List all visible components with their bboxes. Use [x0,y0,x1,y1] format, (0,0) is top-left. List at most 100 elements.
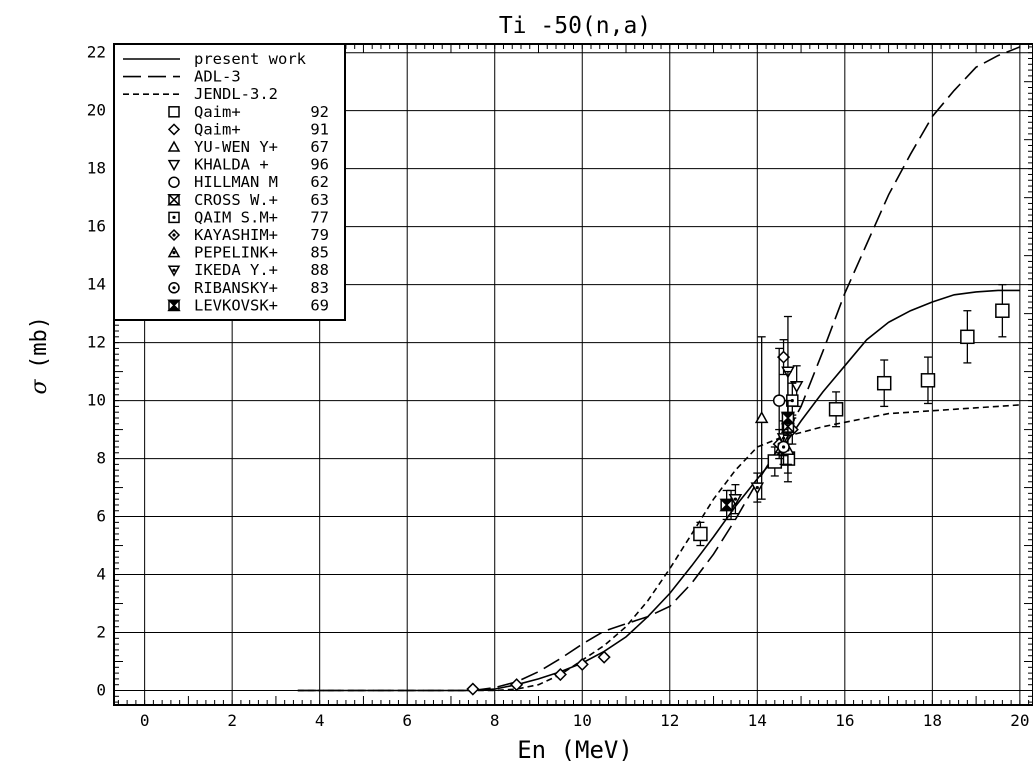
legend-marker-1-shape [167,123,181,136]
y-axis-label-unit: (mb) [27,316,52,369]
x-axis-label: En (MeV) [517,736,633,764]
legend-marker-11-hourglass [167,299,181,312]
legend-year-series-1: 91 [310,120,329,138]
legend-marker-7-dot [172,233,176,237]
x-tick-label-0: 0 [140,711,150,730]
legend-marker-9 [167,265,181,277]
point-qaim-91-4 [597,650,611,664]
legend-year-series-7: 79 [310,226,329,244]
y-tick-label-7: 14 [87,275,106,294]
legend-marker-5 [167,194,181,206]
legend-marker-9-dot [172,268,176,272]
point-qaim-92-7 [995,303,1010,318]
x-tick-label-10: 20 [1010,711,1029,730]
legend-marker-3 [167,159,181,172]
legend-year-series-5: 63 [310,191,329,209]
legend-year-series-10: 83 [310,279,329,297]
legend-marker-6 [168,211,180,224]
y-tick-label-6: 12 [87,333,106,352]
legend-year-series-9: 88 [310,261,329,279]
point-qaim-92-5 [920,373,936,388]
point-levkovsk-69-1-hourglass [780,411,796,425]
point-hillman-m62-0 [772,394,786,407]
point-qaim-91-0 [466,682,480,696]
legend-label-series-8: PEPELINK+ [194,244,278,262]
point-levkovsk-69-1 [780,411,796,425]
curve-adl-3 [297,46,1021,692]
y-tick-label-3: 6 [96,507,106,526]
legend-label-series-4: HILLMAN M [194,173,278,191]
point-qaim-92-3-shape [828,402,844,417]
y-tick-label-5: 10 [87,391,106,410]
point-hillman-m62-0-shape [772,394,786,407]
legend-label-series-10: RIBANSKY+ [194,279,278,297]
point-qaim-92-4-shape [876,375,892,391]
y-tick-label-4: 8 [96,449,106,468]
legend-label-curve-1: ADL-3 [194,68,241,86]
data-points [466,283,1010,696]
legend-marker-8 [167,246,181,258]
x-tick-label-4: 8 [490,711,500,730]
legend-marker-2 [167,140,181,152]
legend-year-series-11: 69 [310,296,329,314]
legend-marker-10-dot [172,286,176,290]
point-qaim-91-3-shape [575,657,589,671]
legend-label-series-3: KHALDA + [194,156,269,174]
y-tick-label-2: 4 [96,565,106,584]
curve-present-work [297,289,1020,692]
x-tick-label-3: 6 [402,711,412,730]
legend-label-series-11: LEVKOVSK+ [194,296,278,314]
point-ikeda-y-88-2 [750,482,765,495]
point-qaim-91-5-shape [776,350,791,364]
legend-marker-4-shape [168,176,180,188]
tick-labels: 0 2 4 6 8 10 12 14 16 18 20 0 2 4 6 8 10 12 14 16 18 20 22 [87,43,1030,730]
point-qaim-91-1 [510,678,524,692]
point-qaim-91-0-shape [466,682,480,696]
point-qaim-92-6 [960,329,975,345]
legend-year-series-4: 62 [310,173,329,191]
legend-marker-11 [167,299,181,312]
point-qaim-91-3 [575,657,589,671]
legend-label-curve-2: JENDL-3.2 [194,85,278,103]
point-ribansky-83-0 [777,440,790,454]
point-ikeda-y-88-1-dot [733,497,738,501]
legend-marker-8-dot [172,251,176,255]
point-qaim-92-0 [693,526,708,542]
point-qaim-s-m-77-0-dot [790,398,794,403]
x-tick-label-5: 10 [573,711,592,730]
legend-marker-7 [167,228,181,242]
point-yu-wen-y-67-0-shape [754,410,769,424]
y-axis-label-symbol: σ [27,379,52,395]
legend-year-series-3: 96 [310,156,329,174]
point-qaim-92-0-shape [693,526,708,542]
grid [114,44,1033,705]
point-khalda-96-1-shape [789,380,804,394]
legend-marker-3-shape [167,159,181,172]
y-axis-label: (mb) σ [27,316,52,395]
point-qaim-91-5 [776,350,791,364]
point-ribansky-83-0-dot [781,445,786,449]
x-tick-label-2: 4 [315,711,325,730]
y-tick-label-1: 2 [96,623,106,642]
x-tick-label-9: 18 [923,711,942,730]
y-tick-label-11: 22 [87,43,106,62]
x-tick-label-6: 12 [660,711,679,730]
point-qaim-91-2-shape [553,667,567,682]
legend-label-series-7: KAYASHIM+ [194,226,278,244]
legend-marker-2-shape [167,140,181,152]
legend-year-series-8: 85 [310,244,329,262]
legend-box [113,43,346,321]
plot-area: 0 2 4 6 8 10 12 14 16 18 20 0 2 4 6 8 10 12 14 16 18 20 22 pres… [87,43,1033,730]
point-qaim-92-4 [876,375,892,391]
point-khalda-96-1 [789,380,804,394]
curve-jendl-3-2 [297,404,1020,692]
legend-label-series-6: QAIM S.M+ [194,208,278,226]
legend-marker-1 [167,123,181,136]
y-tick-label-0: 0 [96,681,106,700]
point-levkovsk-69-0 [719,498,734,512]
point-qaim-91-4-shape [597,650,611,664]
legend-year-series-2: 67 [310,138,329,156]
legend-year-series-6: 77 [310,208,329,226]
point-qaim-92-5-shape [920,373,936,388]
